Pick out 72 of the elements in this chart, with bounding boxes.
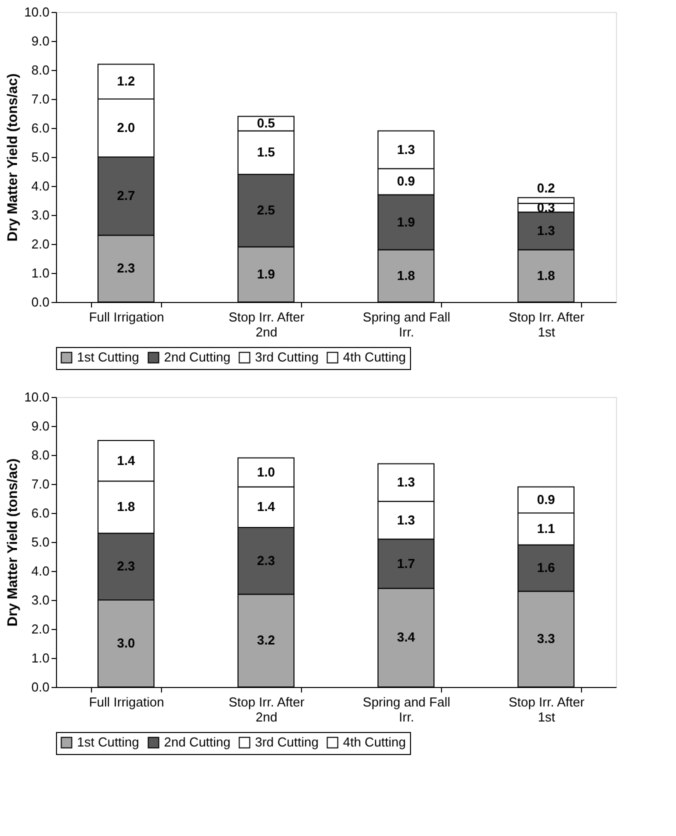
text: 1.3 <box>396 512 416 528</box>
text: 0.9 <box>536 492 556 507</box>
x-tick-label: Stop Irr. After 1st <box>508 694 586 724</box>
y-tick-label: 7.0 <box>31 476 50 492</box>
text: 1.3 <box>396 142 416 157</box>
y-tick-label: 1.0 <box>31 650 50 666</box>
text: 1.9 <box>256 266 276 282</box>
text: 1.6 <box>536 560 556 576</box>
y-tick-label: 8.0 <box>31 448 50 462</box>
x-tick-label: Full Irrigation <box>88 310 164 324</box>
y-tick-label: 5.0 <box>31 150 50 164</box>
y-axis-title: Dry Matter Yield (tons/ac) <box>4 73 20 242</box>
text: 0.9 <box>396 174 416 189</box>
text: 2.0 <box>116 120 136 135</box>
y-tick-label: 4.0 <box>31 564 50 578</box>
x-tick-label: Stop Irr. After 1st <box>508 310 586 340</box>
y-tick-label: 8.0 <box>31 62 50 78</box>
y-tick-label: 1.0 <box>31 266 50 280</box>
text: 3.3 <box>536 631 556 646</box>
text: 3.2 <box>256 632 276 648</box>
text: 1.2 <box>116 74 136 89</box>
y-tick-label: 0.0 <box>31 680 50 694</box>
text: 1.5 <box>256 144 276 160</box>
text: 1.1 <box>536 520 556 536</box>
text: 3.4 <box>396 630 416 645</box>
legend-label: 4th Cutting <box>343 350 406 365</box>
y-tick-label: 3.0 <box>31 592 50 608</box>
x-tick-label: Stop Irr. After 2nd <box>228 694 306 724</box>
y-tick-label: 10.0 <box>24 390 50 404</box>
text: 2.3 <box>256 552 276 568</box>
text: 0.2 <box>536 180 556 196</box>
y-tick-label: 7.0 <box>31 92 50 106</box>
text: 3.0 <box>116 636 136 650</box>
text: 2.7 <box>116 188 136 204</box>
y-tick-label: 10.0 <box>24 4 50 20</box>
legend-label: 3rd Cutting <box>255 350 319 365</box>
legend-label: 2nd Cutting <box>164 350 230 365</box>
y-tick-label: 0.0 <box>31 294 50 310</box>
text: 1.8 <box>396 268 416 283</box>
y-tick-label: 2.0 <box>31 236 50 252</box>
y-tick-label: 6.0 <box>31 120 50 136</box>
y-axis-title: Dry Matter Yield (tons/ac) <box>4 458 20 627</box>
x-tick-label: Stop Irr. After 2nd <box>228 310 306 340</box>
text: 1.9 <box>396 214 416 230</box>
y-tick-label: 2.0 <box>31 622 50 636</box>
legend-label: 1st Cutting <box>77 734 140 750</box>
x-tick-label: Spring and Fall Irr. <box>362 694 450 724</box>
text: 1.3 <box>396 474 416 490</box>
y-tick-label: 9.0 <box>31 418 50 434</box>
legend-label: 4th Cutting <box>343 734 406 750</box>
text: 1.3 <box>536 222 556 238</box>
text: 0.3 <box>536 200 556 215</box>
y-tick-label: 3.0 <box>31 208 50 222</box>
y-tick-label: 6.0 <box>31 506 50 520</box>
text: 1.4 <box>116 452 136 468</box>
text: 2.5 <box>256 202 276 218</box>
text: 1.4 <box>256 499 276 514</box>
y-tick-label: 9.0 <box>31 34 50 48</box>
text: 1.7 <box>396 556 416 571</box>
legend-label: 2nd Cutting <box>164 734 230 750</box>
text: 2.3 <box>116 558 136 574</box>
legend-label: 1st Cutting <box>77 350 140 365</box>
legend-label: 3rd Cutting <box>255 734 319 750</box>
text: 0.5 <box>256 116 276 131</box>
text: 1.0 <box>256 464 276 480</box>
text: 1.8 <box>536 268 556 283</box>
text: 1.8 <box>116 499 136 514</box>
y-tick-label: 5.0 <box>31 534 50 550</box>
y-tick-label: 4.0 <box>31 178 50 194</box>
x-tick-label: Spring and Fall Irr. <box>362 310 450 340</box>
x-tick-label: Full Irrigation <box>88 694 164 710</box>
text: 2.3 <box>116 260 136 276</box>
